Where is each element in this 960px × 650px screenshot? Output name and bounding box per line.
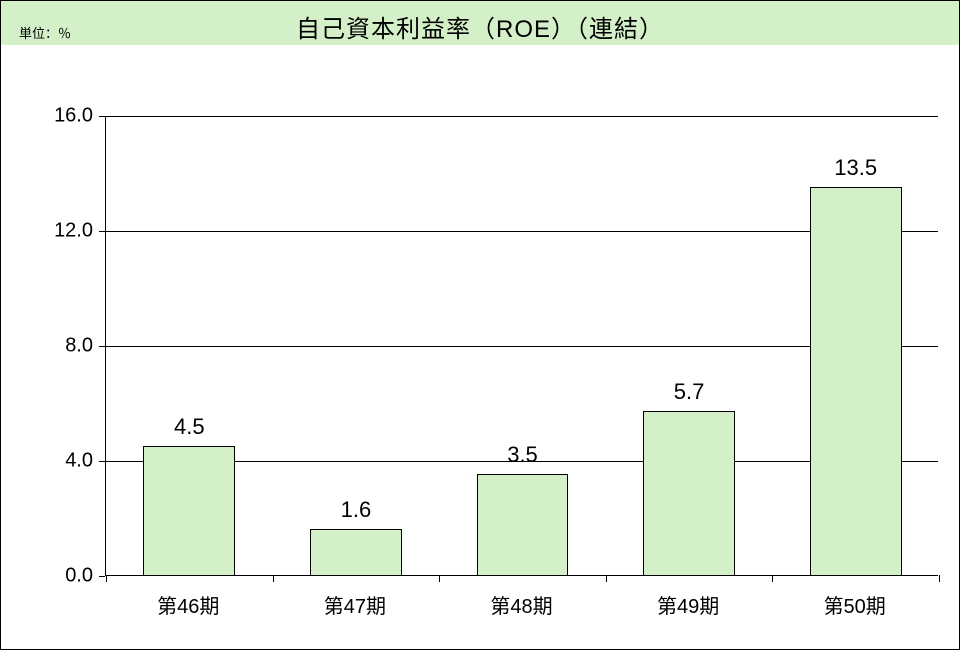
x-tick-label: 第50期 (824, 590, 886, 619)
bar-value-label: 13.5 (834, 155, 877, 181)
bar-value-label: 3.5 (507, 442, 538, 468)
bar-value-label: 5.7 (674, 379, 705, 405)
bar-value-label: 1.6 (341, 497, 372, 523)
chart-title: 自己資本利益率（ROE）（連結） (1, 9, 959, 44)
plot-area: 4.5 1.6 3.5 5.7 13.5 (105, 116, 938, 576)
bar (310, 529, 402, 575)
x-tick-label: 第48期 (490, 590, 552, 619)
y-tick-label: 16.0 (54, 105, 93, 128)
y-tick-mark (99, 461, 105, 462)
bar-value-label: 4.5 (174, 414, 205, 440)
x-tick-mark (273, 575, 274, 582)
y-tick-label: 12.0 (54, 220, 93, 243)
x-tick-label: 第49期 (657, 590, 719, 619)
y-tick-label: 8.0 (65, 335, 93, 358)
y-tick-label: 4.0 (65, 450, 93, 473)
y-tick-mark (99, 231, 105, 232)
x-tick-mark (606, 575, 607, 582)
bar (143, 446, 235, 575)
y-tick-label: 0.0 (65, 565, 93, 588)
chart-frame: 単位：％ 自己資本利益率（ROE）（連結） 4.51.63.55.713.5 0… (0, 0, 960, 650)
bar (643, 411, 735, 575)
x-tick-mark (772, 575, 773, 582)
bar (810, 187, 902, 575)
bar (477, 474, 569, 575)
x-tick-label: 第46期 (157, 590, 219, 619)
gridline (106, 116, 938, 117)
y-tick-mark (99, 576, 105, 577)
x-tick-mark (939, 575, 940, 582)
y-tick-mark (99, 116, 105, 117)
x-tick-label: 第47期 (324, 590, 386, 619)
x-tick-mark (106, 575, 107, 582)
y-tick-mark (99, 346, 105, 347)
x-tick-mark (439, 575, 440, 582)
